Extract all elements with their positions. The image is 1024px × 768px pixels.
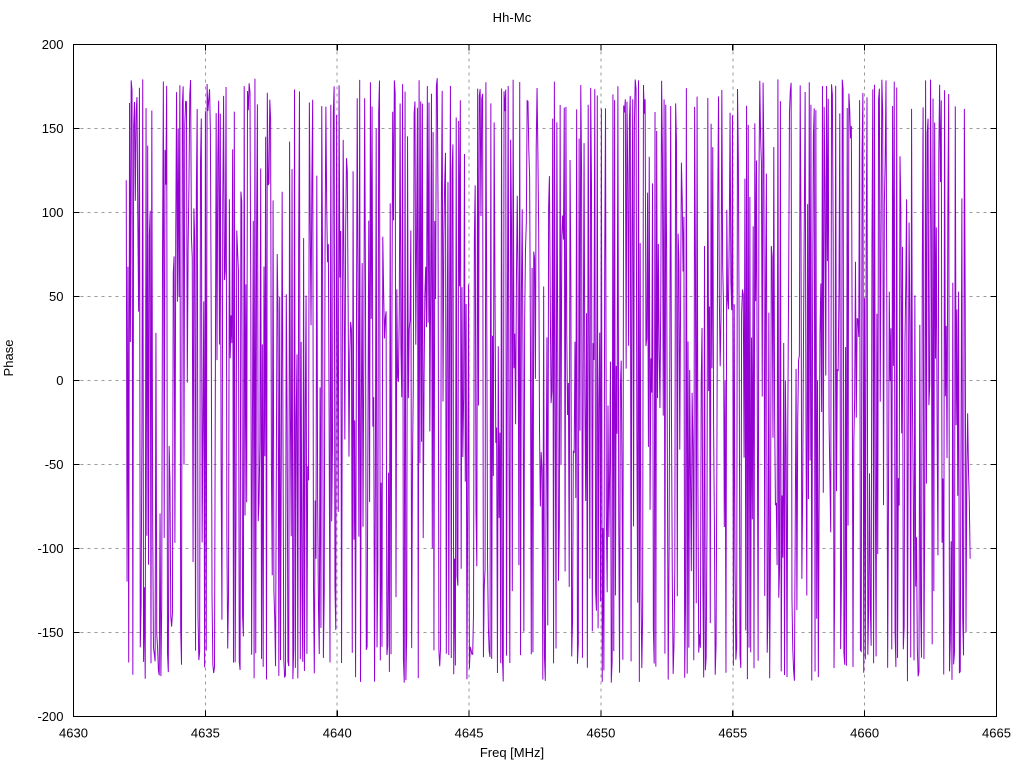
x-tick-labels: 4630 4635 4640 4645 4650 4655 4660 4665	[59, 726, 1011, 741]
y-tick-label: -200	[37, 709, 63, 724]
x-tick-label: 4655	[718, 726, 747, 741]
x-tick-label: 4640	[323, 726, 352, 741]
y-tick-label: -150	[37, 625, 63, 640]
y-tick-label: 50	[49, 289, 63, 304]
x-tick-label: 4650	[586, 726, 615, 741]
x-tick-label: 4635	[191, 726, 220, 741]
x-tick-label: 4660	[850, 726, 879, 741]
y-tick-label: 150	[42, 121, 64, 136]
tick-marks	[73, 44, 997, 717]
x-tick-label: 4665	[982, 726, 1011, 741]
y-tick-label: -50	[45, 457, 64, 472]
data-series-group	[125, 78, 971, 683]
y-tick-label: -100	[37, 541, 63, 556]
x-tick-label: 4630	[59, 726, 88, 741]
y-tick-label: 200	[42, 37, 64, 52]
y-axis-title: Phase	[1, 339, 16, 377]
y-tick-label: 0	[56, 373, 63, 388]
y-tick-labels: 200 150 100 50 0 -50 -100 -150 -200	[37, 37, 63, 724]
y-tick-label: 100	[42, 205, 64, 220]
chart-title: Hh-Mc	[492, 10, 532, 25]
plot-border	[72, 43, 998, 718]
x-axis-title: Freq [MHz]	[479, 745, 545, 760]
x-tick-label: 4645	[455, 726, 484, 741]
data-series-phase	[125, 78, 971, 683]
